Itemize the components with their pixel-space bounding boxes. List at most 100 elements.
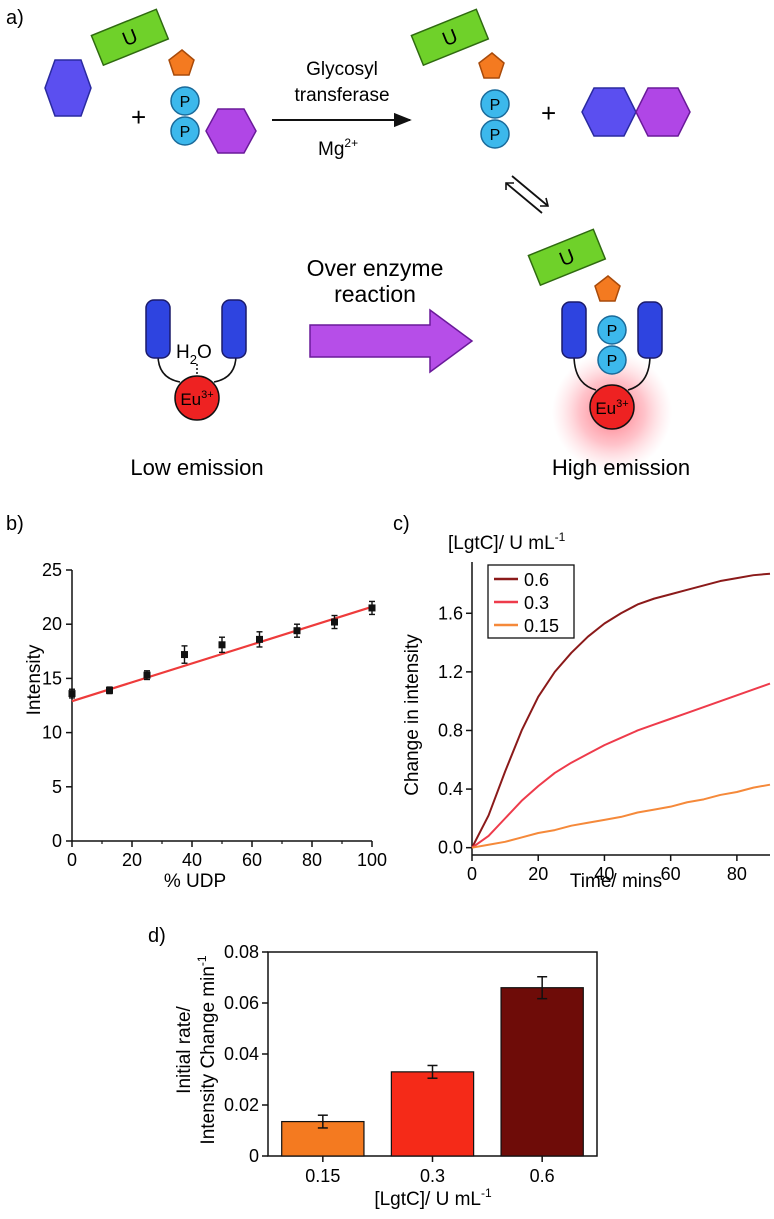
disaccharide-blue-icon: [581, 87, 637, 137]
enzyme-label-line2: transferase: [294, 85, 389, 106]
ribose-icon: [168, 49, 195, 76]
europium-ion-icon: [589, 384, 635, 430]
y-tick-label: 15: [42, 668, 62, 688]
x-axis-title: Time/ mins: [570, 871, 662, 892]
y-tick-label: 0.08: [224, 942, 259, 962]
phosphate-label: P: [490, 97, 501, 114]
ribose-icon: [478, 52, 505, 79]
phosphate-icon: [480, 119, 510, 149]
x-tick-label: 100: [357, 850, 387, 870]
x-axis-title: [LgtC]/ U mL-1: [374, 1186, 492, 1210]
panel-b: b) % UDP Intensity 0 20 40 60 80 100 0 5 10 15 20 2…: [6, 513, 387, 892]
series-line-0.3: [471, 682, 771, 849]
panel-d-label: d): [148, 925, 166, 947]
y-tick-label: 1.2: [438, 662, 463, 682]
data-point: [368, 604, 376, 612]
europium-label: Eu3+: [180, 389, 213, 409]
x-tick-label: 0.3: [420, 1166, 445, 1186]
x-tick-label: 80: [727, 864, 747, 884]
series-line-0.6: [471, 572, 771, 849]
data-point: [256, 635, 263, 643]
phosphate-icon: [170, 116, 200, 146]
ribose-icon: [594, 275, 621, 302]
receptor-low-emission: H2O Eu3+: [145, 299, 247, 421]
data-point: [331, 618, 338, 626]
series-line-0.15: [471, 783, 771, 849]
phosphate-label: P: [607, 323, 618, 340]
x-tick-label: 0.6: [530, 1166, 555, 1186]
udp-sugar-donor-icon: U P P: [90, 8, 257, 154]
europium-ion-icon: [174, 375, 220, 421]
data-point: [181, 651, 188, 659]
udp-product-icon: U P P: [410, 8, 510, 149]
panel-b-label: b): [6, 513, 24, 535]
y-tick-label: 5: [52, 777, 62, 797]
receptor-arm-icon: [145, 299, 171, 359]
bar-0.6: [500, 987, 584, 1157]
y-tick-label: 0: [52, 831, 62, 851]
big-arrow-label-line2: reaction: [334, 281, 416, 307]
y-tick-label: 20: [42, 614, 62, 634]
x-tick-label: 0: [67, 850, 77, 870]
donor-hexose-icon: [205, 108, 257, 154]
receptor-high-emission: U P P Eu3+: [527, 228, 672, 472]
high-emission-label: High emission: [552, 455, 690, 480]
x-axis-title: % UDP: [164, 871, 226, 892]
x-tick-label: 20: [122, 850, 142, 870]
y-tick-label: 0.02: [224, 1095, 259, 1115]
x-tick-label: 40: [594, 864, 614, 884]
data-point: [106, 686, 113, 694]
y-tick-label: 0.4: [438, 779, 463, 799]
x-tick-label: 60: [661, 864, 681, 884]
big-reaction-arrow-icon: [309, 308, 474, 374]
y-axis-title: Change in intensity: [402, 634, 423, 796]
equilibrium-arrows: [505, 175, 550, 214]
panel-d: d) [LgtC]/ U mL-1 Initial rate/ Intensit…: [148, 925, 598, 1210]
panel-c: c) [LgtC]/ U mL-1 Time/ mins Change in i…: [393, 513, 771, 892]
x-tick-label: 60: [242, 850, 262, 870]
data-point: [68, 690, 76, 698]
y-tick-label: 25: [42, 560, 62, 580]
phosphate-icon: [597, 315, 627, 345]
legend-label: 0.3: [524, 593, 549, 613]
enzyme-label-line1: Glycosyl: [306, 59, 378, 80]
panel-c-label: c): [393, 513, 410, 535]
y-axis-title-line1: Initial rate/: [174, 1005, 195, 1093]
x-tick-label: 20: [528, 864, 548, 884]
low-emission-label: Low emission: [130, 455, 263, 480]
phosphate-label: P: [180, 94, 191, 111]
data-point: [218, 641, 226, 649]
y-tick-label: 0.8: [438, 720, 463, 740]
panel-a: a) + U P P Glycosyl transferase Mg2+ U: [6, 7, 691, 480]
bar-0.3: [390, 1071, 475, 1157]
legend-label: 0.6: [524, 570, 549, 590]
uridine-icon: [527, 228, 607, 287]
receptor-arm-icon: [637, 301, 663, 359]
fit-line: [71, 605, 373, 703]
europium-label: Eu3+: [595, 398, 628, 418]
phosphate-label: P: [490, 127, 501, 144]
y-tick-label: 1.6: [438, 603, 463, 623]
acceptor-hexose-icon: [44, 59, 92, 117]
x-tick-label: 80: [302, 850, 322, 870]
y-axis-title: Intensity: [24, 644, 45, 715]
phosphate-label: P: [180, 124, 191, 141]
big-arrow-label-line1: Over enzyme: [307, 255, 444, 281]
disaccharide-purple-icon: [635, 87, 691, 137]
y-tick-label: 0: [249, 1146, 259, 1166]
y-tick-label: 0.0: [438, 838, 463, 858]
x-tick-label: 0: [467, 864, 477, 884]
x-tick-label: 40: [182, 850, 202, 870]
data-point: [293, 627, 301, 635]
water-label: H2O: [176, 342, 212, 367]
phosphate-icon: [480, 89, 510, 119]
plus-sign-2: +: [541, 98, 556, 128]
panel-a-label: a): [6, 7, 24, 29]
y-axis-title-line2: Intensity Change min-1: [195, 955, 219, 1144]
cofactor-label: Mg2+: [318, 136, 358, 160]
phosphate-label: P: [607, 353, 618, 370]
receptor-arm-icon: [561, 301, 587, 359]
y-tick-label: 0.06: [224, 993, 259, 1013]
y-tick-label: 0.04: [224, 1044, 259, 1064]
